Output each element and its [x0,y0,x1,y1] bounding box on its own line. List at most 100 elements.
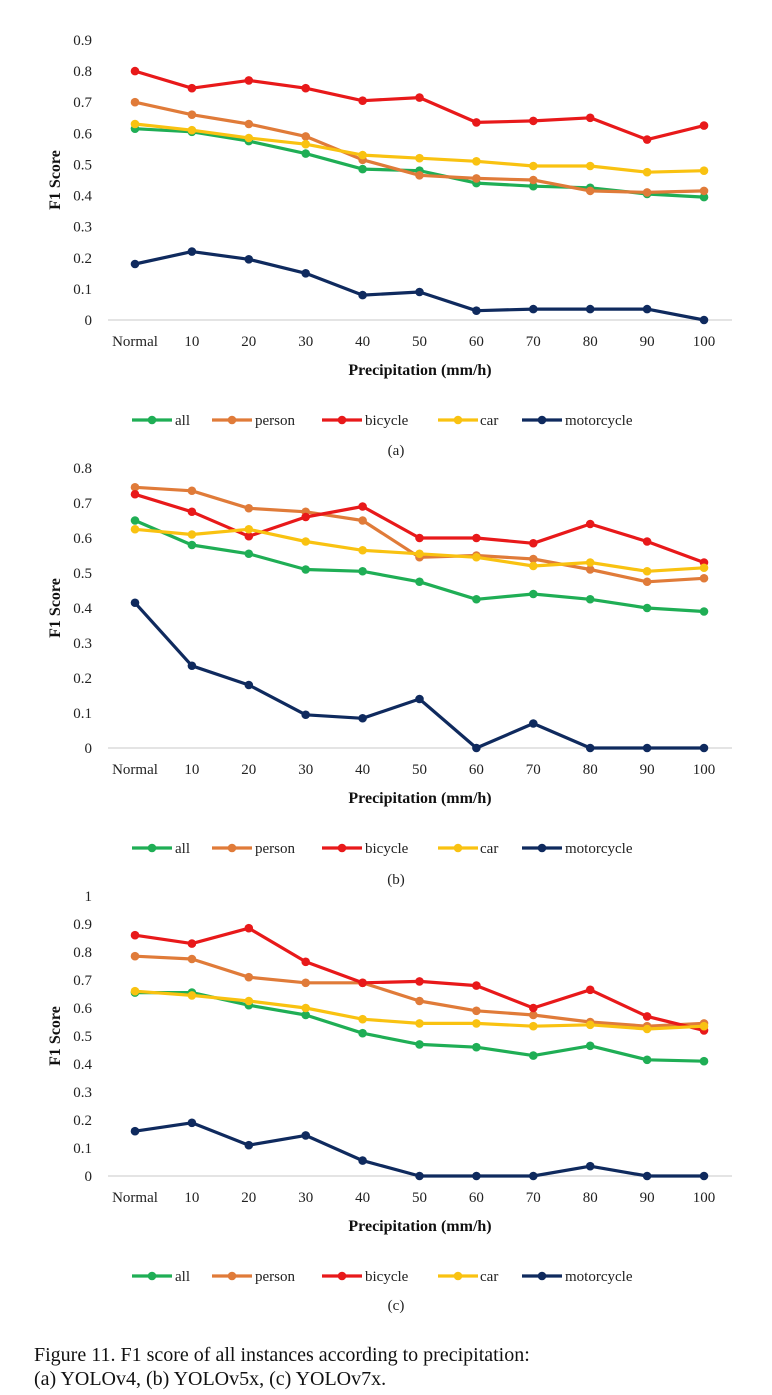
x-axis-title: Precipitation (mm/h) [348,362,491,379]
data-point-car [585,161,595,171]
data-point-motorcycle [415,1171,424,1181]
legend-label-car: car [480,841,498,857]
data-point-all [529,1051,538,1060]
data-point-motorcycle [244,680,254,690]
x-tick-label: 30 [298,762,313,778]
data-point-person [244,503,254,513]
data-point-car [529,1021,538,1031]
data-point-car [529,161,538,171]
x-tick-label: Normal [112,334,158,350]
data-point-car [130,119,140,129]
legend-marker-all [147,415,157,425]
x-tick-label: 100 [693,762,716,778]
data-point-bicycle [130,930,140,940]
legend-label-motorcycle: motorcycle [565,1269,633,1285]
legend-label-person: person [255,1269,295,1285]
data-point-bicycle [642,1012,652,1021]
data-point-car [244,524,254,534]
x-tick-label: 40 [355,1190,370,1206]
x-tick-label: 20 [241,1190,256,1206]
legend-label-car: car [480,413,498,429]
data-point-motorcycle [301,1131,311,1140]
data-point-motorcycle [585,743,595,753]
y-tick-label: 0.6 [73,1001,92,1017]
data-point-all [358,566,367,576]
data-point-car [472,1019,481,1028]
data-point-car [187,991,197,1000]
data-point-person [415,171,424,180]
data-point-car [699,563,709,573]
data-point-person [244,972,254,982]
y-tick-label: 0.1 [73,706,92,722]
data-point-motorcycle [699,743,709,753]
x-tick-label: 80 [583,334,598,350]
data-point-all [529,181,538,191]
data-point-person [529,554,538,564]
x-tick-label: 60 [469,334,484,350]
chart-panel-2: 0 0.1 0.2 0.3 0.4 0.5 0.6 0.7 0.8 Normal 10 20 30 40 5… [47,461,732,888]
x-tick-label: 100 [693,1190,716,1206]
x-tick-label: 60 [469,762,484,778]
y-tick-label: 0.8 [73,945,92,961]
data-point-motorcycle [244,255,254,264]
data-point-all [529,589,538,599]
y-tick-label: 0.5 [73,157,92,173]
data-point-motorcycle [415,287,424,297]
y-tick-label: 0.2 [73,251,92,267]
data-point-motorcycle [472,743,481,753]
data-point-person [585,186,595,196]
panel-label: (b) [387,872,405,888]
series-line-car [133,122,706,174]
y-tick-label: 0.7 [73,973,92,989]
chart-panel-3: 0 0.1 0.2 0.3 0.4 0.5 0.6 0.7 0.8 0.9 1 Normal 10 20 3… [47,889,732,1314]
data-point-car [472,552,481,562]
y-tick-label: 0.6 [73,531,92,547]
data-point-person [358,516,367,525]
data-point-person [130,951,140,961]
legend-marker-car [453,415,463,425]
chart-legend: all person bicycle car motorcycle [132,413,633,429]
x-tick-label: 40 [355,334,370,350]
legend-marker-person [227,843,237,853]
legend-marker-person [227,1271,237,1281]
data-point-motorcycle [358,1156,367,1165]
data-point-car [415,549,424,559]
data-point-car [585,558,595,567]
x-tick-label: 70 [526,762,541,778]
data-point-bicycle [130,66,140,76]
series-line-motorcycle [133,601,706,750]
legend-label-person: person [255,413,295,429]
data-point-all [301,1010,311,1020]
legend-label-motorcycle: motorcycle [565,841,633,857]
series-line-person [133,954,706,1028]
y-axis-title: F1 Score [47,1006,64,1066]
y-tick-label: 0.6 [73,126,92,142]
y-tick-label: 0.1 [73,1141,92,1157]
data-point-bicycle [642,135,652,144]
legend-marker-person [227,415,237,425]
y-tick-label: 0.5 [73,566,92,582]
y-tick-label: 0.3 [73,220,92,236]
legend-label-bicycle: bicycle [365,413,409,429]
data-point-motorcycle [187,247,197,256]
data-point-motorcycle [130,259,140,269]
data-point-bicycle [244,923,254,933]
data-point-person [244,119,254,129]
legend-label-all: all [175,841,190,857]
data-point-person [529,1010,538,1020]
data-point-bicycle [358,978,367,988]
data-point-bicycle [415,93,424,102]
data-point-car [415,153,424,163]
y-tick-label: 0 [85,1169,93,1185]
data-point-bicycle [187,939,197,948]
data-point-car [415,1019,424,1028]
data-point-car [130,524,140,534]
data-point-person [529,175,538,185]
data-point-all [585,1041,595,1051]
y-tick-label: 0.9 [73,917,92,933]
data-point-all [358,164,367,174]
legend-label-bicycle: bicycle [365,841,409,857]
legend-marker-car [453,843,463,853]
x-tick-label: 90 [640,762,655,778]
data-point-all [301,149,311,158]
